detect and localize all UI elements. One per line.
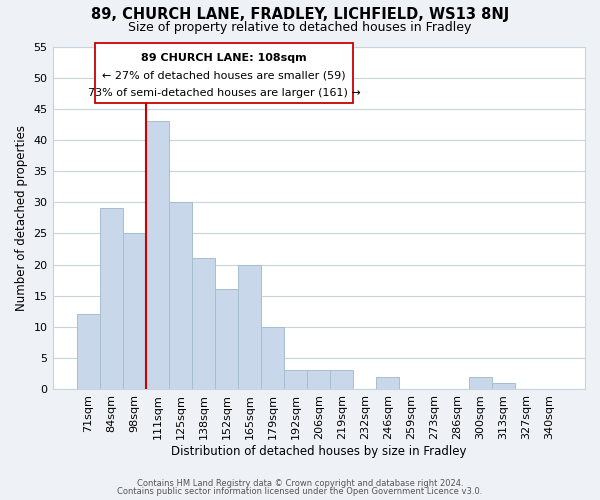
Bar (261, 327, 284, 389)
Bar (238, 264, 261, 389)
Bar (307, 370, 330, 389)
Bar (491, 383, 515, 389)
FancyBboxPatch shape (95, 44, 353, 102)
Bar (169, 202, 192, 389)
Text: 89, CHURCH LANE, FRADLEY, LICHFIELD, WS13 8NJ: 89, CHURCH LANE, FRADLEY, LICHFIELD, WS1… (91, 8, 509, 22)
Bar (376, 376, 400, 389)
Text: Contains public sector information licensed under the Open Government Licence v3: Contains public sector information licen… (118, 487, 482, 496)
Text: Contains HM Land Registry data © Crown copyright and database right 2024.: Contains HM Land Registry data © Crown c… (137, 478, 463, 488)
Bar (100, 208, 123, 389)
Bar (146, 121, 169, 389)
Bar (192, 258, 215, 389)
Bar (123, 234, 146, 389)
Bar (284, 370, 307, 389)
Bar (215, 290, 238, 389)
Text: ← 27% of detached houses are smaller (59): ← 27% of detached houses are smaller (59… (103, 70, 346, 80)
Text: Size of property relative to detached houses in Fradley: Size of property relative to detached ho… (128, 22, 472, 35)
Y-axis label: Number of detached properties: Number of detached properties (15, 125, 28, 311)
Bar (77, 314, 100, 389)
Bar (469, 376, 491, 389)
Text: 89 CHURCH LANE: 108sqm: 89 CHURCH LANE: 108sqm (142, 52, 307, 62)
X-axis label: Distribution of detached houses by size in Fradley: Distribution of detached houses by size … (171, 444, 467, 458)
Text: 73% of semi-detached houses are larger (161) →: 73% of semi-detached houses are larger (… (88, 88, 361, 98)
Bar (330, 370, 353, 389)
